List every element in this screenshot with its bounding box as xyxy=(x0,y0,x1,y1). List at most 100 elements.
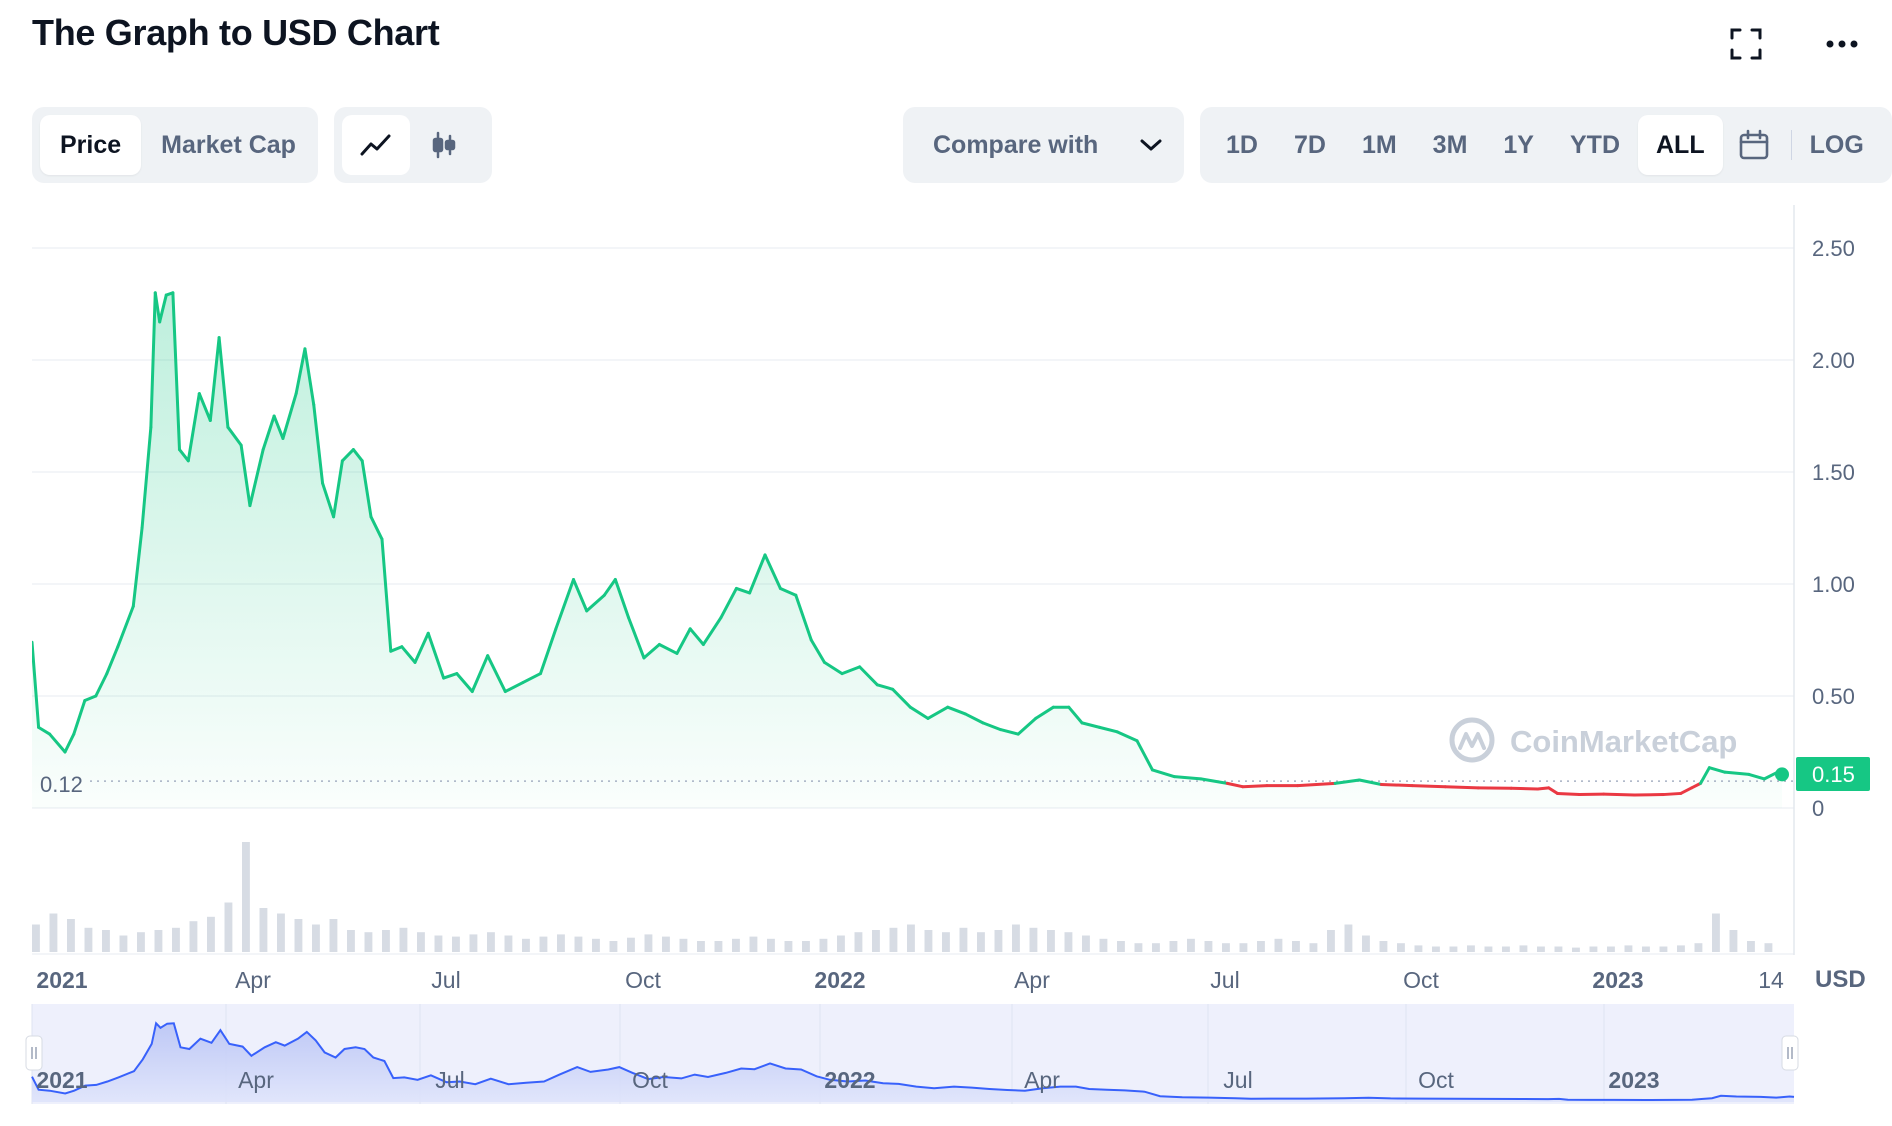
price-segment xyxy=(186,392,201,463)
price-segment xyxy=(1679,786,1694,795)
volume-bar xyxy=(784,941,793,952)
watermark: CoinMarketCap xyxy=(1449,717,1737,763)
range-ytd[interactable]: YTD xyxy=(1570,130,1620,159)
price-segment xyxy=(627,616,646,660)
x-axis-ticks: 2021 Apr Jul Oct 2022 Apr Jul Oct 2023 14 xyxy=(36,967,1784,993)
navigator-tick-label: 2021 xyxy=(36,1067,87,1093)
log-scale-toggle[interactable]: LOG xyxy=(1809,130,1864,159)
x-tick-label: 2021 xyxy=(36,967,87,993)
range-3m[interactable]: 3M xyxy=(1432,130,1468,159)
more-horizontal-icon[interactable] xyxy=(1818,22,1866,66)
currency-label: USD xyxy=(1815,966,1866,993)
volume-bar xyxy=(137,932,145,952)
price-segment xyxy=(164,291,175,297)
range-1m[interactable]: 1M xyxy=(1361,130,1397,159)
tab-market-cap[interactable]: Market Cap xyxy=(161,130,296,159)
price-segment xyxy=(642,642,661,660)
volume-bar xyxy=(959,927,968,952)
volume-bar xyxy=(1012,924,1020,952)
volume-bar xyxy=(977,932,985,952)
volume-bar xyxy=(1747,941,1755,952)
price-segment xyxy=(1602,792,1637,797)
range-navigator[interactable]: 2021 Apr Jul Oct 2022 Apr Jul Oct 2023 xyxy=(25,1004,1799,1104)
price-segment xyxy=(226,425,243,447)
price-segment xyxy=(809,638,826,664)
price-segment xyxy=(503,681,525,694)
navigator-right-handle[interactable] xyxy=(1781,1035,1799,1071)
volume-bar xyxy=(277,913,285,952)
range-1d[interactable]: 1D xyxy=(1226,130,1258,159)
volume-bar xyxy=(889,927,898,952)
price-segment xyxy=(140,425,153,530)
volume-bar xyxy=(1729,930,1738,952)
candlestick-icon[interactable] xyxy=(410,115,478,175)
price-segment xyxy=(197,392,212,422)
volume-bar xyxy=(749,936,758,952)
price-segment xyxy=(1098,725,1119,734)
volume-bar xyxy=(67,919,75,952)
volume-bar xyxy=(854,932,863,952)
range-1y[interactable]: 1Y xyxy=(1503,130,1534,159)
chart-type-toggle xyxy=(334,107,492,183)
volume-bar xyxy=(487,932,495,952)
volume-bar xyxy=(399,927,408,952)
calendar-icon[interactable] xyxy=(1723,115,1785,175)
price-segment xyxy=(1199,777,1229,785)
price-segment xyxy=(442,672,459,680)
volume-bar xyxy=(1064,932,1073,952)
volume-bar xyxy=(1694,943,1703,952)
price-segment xyxy=(1699,766,1711,785)
navigator-tick-label: 2022 xyxy=(824,1067,875,1093)
price-segment xyxy=(369,515,384,541)
volume-bar xyxy=(627,937,635,952)
price-line xyxy=(32,291,1784,797)
volume-bar xyxy=(1397,943,1405,952)
price-segment xyxy=(1150,768,1176,779)
price-segment xyxy=(1661,791,1683,797)
price-segment xyxy=(1776,770,1784,776)
volume-bar xyxy=(837,935,845,952)
x-tick-label: 2022 xyxy=(814,967,865,993)
y-tick-label: 1.50 xyxy=(1812,460,1855,485)
volume-bar xyxy=(1764,943,1773,952)
volume-bar xyxy=(382,930,390,952)
x-tick-label: 14 xyxy=(1758,967,1784,993)
price-segment xyxy=(908,705,930,720)
price-segment xyxy=(1379,782,1414,788)
price-segment xyxy=(521,672,542,685)
price-segment xyxy=(340,448,355,463)
navigator-tick-label: Jul xyxy=(435,1067,464,1093)
y-tick-label: 2.00 xyxy=(1812,348,1855,373)
metric-tabs: Price Market Cap xyxy=(32,107,318,183)
navigator-left-handle[interactable] xyxy=(25,1035,43,1071)
volume-bar xyxy=(1642,946,1650,952)
price-segment xyxy=(105,645,120,676)
price-segment xyxy=(351,448,364,463)
price-segment xyxy=(321,481,336,519)
volume-bar xyxy=(732,938,740,952)
price-segment xyxy=(217,336,230,429)
price-segment xyxy=(158,293,168,324)
volume-bar xyxy=(1257,941,1265,952)
price-segment xyxy=(455,672,474,694)
volume-bar xyxy=(662,936,670,952)
volume-bar xyxy=(679,938,688,952)
volume-bar xyxy=(767,938,775,952)
volume-bar xyxy=(1152,943,1160,952)
volume-bar xyxy=(1624,945,1633,952)
volume-bar xyxy=(1537,946,1545,952)
volume-bar xyxy=(994,930,1003,952)
volume-bar xyxy=(434,935,443,952)
compare-with-dropdown[interactable]: Compare with xyxy=(903,107,1184,183)
price-segment xyxy=(1555,791,1581,797)
tab-price[interactable]: Price xyxy=(40,115,142,175)
volume-bar xyxy=(172,927,180,952)
range-7d[interactable]: 7D xyxy=(1293,130,1326,159)
y-tick-label: 0.50 xyxy=(1812,684,1855,709)
expand-icon[interactable] xyxy=(1722,22,1770,66)
line-chart-icon[interactable] xyxy=(342,115,410,175)
range-all[interactable]: ALL xyxy=(1638,115,1723,175)
price-segment xyxy=(748,553,767,595)
price-segment xyxy=(1241,784,1269,789)
volume-bar xyxy=(609,941,618,952)
